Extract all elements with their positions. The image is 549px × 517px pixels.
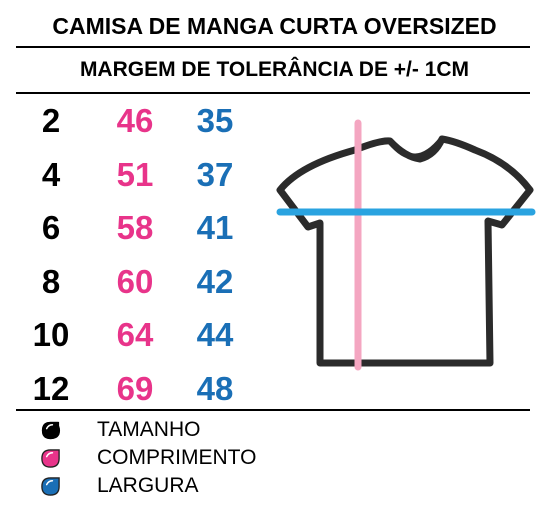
table-row: 2 46 35 xyxy=(0,99,270,153)
tshirt-collar xyxy=(387,136,445,160)
length-value: 69 xyxy=(116,369,154,407)
subtitle-divider xyxy=(16,92,530,94)
length-value: 58 xyxy=(116,209,154,247)
legend-item-width: LARGURA xyxy=(0,474,549,498)
width-value: 37 xyxy=(196,155,234,193)
title-divider xyxy=(16,46,530,48)
size-value: 2 xyxy=(41,102,61,139)
length-value: 46 xyxy=(116,102,154,139)
width-value: 44 xyxy=(196,316,234,354)
page-subtitle: MARGEM DE TOLERÂNCIA DE +/- 1CM xyxy=(79,58,470,81)
table-row: 4 51 37 xyxy=(0,153,270,207)
width-value: 35 xyxy=(196,102,234,139)
width-value: 42 xyxy=(196,262,234,300)
legend-label: TAMANHO xyxy=(97,418,201,441)
blue-drop-icon xyxy=(41,477,60,496)
black-drop-icon xyxy=(41,421,61,440)
tshirt-outline xyxy=(276,135,534,367)
size-value: 4 xyxy=(41,155,61,193)
length-value: 60 xyxy=(116,262,154,300)
length-value: 64 xyxy=(116,316,154,354)
length-value: 51 xyxy=(116,155,154,193)
size-value: 6 xyxy=(41,209,61,247)
width-value: 41 xyxy=(196,209,234,247)
size-table: 2 46 35 4 51 37 6 58 41 8 60 42 10 64 44… xyxy=(0,99,270,421)
size-value: 12 xyxy=(32,369,70,407)
legend-label: COMPRIMENTO xyxy=(97,446,257,469)
legend-item-length: COMPRIMENTO xyxy=(0,446,549,470)
legend-label: LARGURA xyxy=(97,474,199,497)
table-row: 6 58 41 xyxy=(0,206,270,260)
table-row: 12 69 48 xyxy=(0,367,270,421)
size-value: 8 xyxy=(41,262,61,300)
page-title: CAMISA DE MANGA CURTA OVERSIZED xyxy=(52,13,497,39)
legend-divider xyxy=(16,409,530,411)
pink-drop-icon xyxy=(41,449,60,468)
size-value: 10 xyxy=(32,316,70,354)
table-row: 10 64 44 xyxy=(0,313,270,367)
legend-item-size: TAMANHO xyxy=(0,418,549,442)
width-value: 48 xyxy=(196,369,234,407)
table-row: 8 60 42 xyxy=(0,260,270,314)
tshirt-measurement-diagram xyxy=(276,119,536,371)
